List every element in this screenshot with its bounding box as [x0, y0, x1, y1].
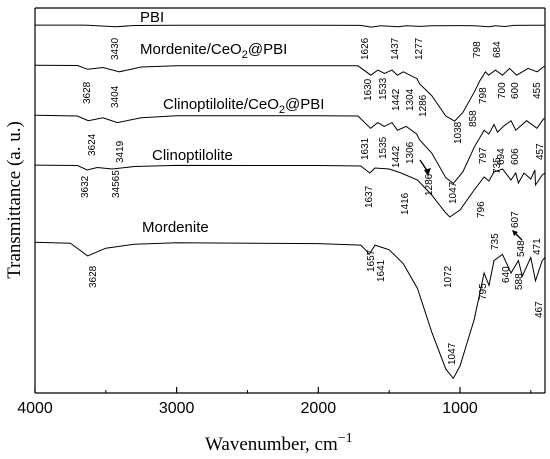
peak-label-600: 600: [510, 82, 521, 99]
peak-label-607: 607: [510, 211, 521, 228]
peak-label-796: 796: [476, 201, 487, 218]
peak-label-1442: 1442: [391, 88, 402, 111]
peak-label-1533: 1533: [378, 77, 389, 100]
peak-label-1304: 1304: [405, 88, 416, 111]
peak-label-3430: 3430: [110, 37, 121, 60]
peak-label-700: 700: [497, 82, 508, 99]
peak-label-1047: 1047: [447, 342, 458, 365]
peak-label-1047: 1047: [448, 181, 459, 204]
peak-label-1641: 1641: [376, 259, 387, 282]
peak-label-588: 588: [514, 273, 525, 290]
series-label-part: Mordenite: [142, 219, 209, 236]
series-labels: PBIMordenite/CeO2@PBIClinoptilolite/CeO2…: [140, 9, 324, 236]
peak-label-3628: 3628: [82, 81, 93, 104]
peak-label-3624: 3624: [87, 133, 98, 156]
peak-label-1657: 1657: [366, 249, 377, 272]
x-tick-label-3000: 3000: [159, 400, 195, 417]
peak-label-457: 457: [535, 143, 546, 160]
peak-label-1637: 1637: [364, 185, 375, 208]
x-tick-label-2000: 2000: [301, 400, 337, 417]
arrow-471-head: [512, 230, 518, 236]
spectrum-1: [34, 64, 545, 122]
spectrum-0: [35, 24, 546, 28]
peak-label-1286: 1286: [424, 173, 435, 196]
spectra: [34, 24, 546, 380]
peak-label-548: 548: [516, 240, 527, 257]
series-label-part: 2: [242, 49, 248, 61]
peak-label-606: 606: [510, 148, 521, 165]
peak-label-1416: 1416: [400, 192, 411, 215]
series-label-4: Mordenite: [142, 219, 209, 236]
x-tick-label-1000: 1000: [442, 400, 478, 417]
spectrum-4: [34, 241, 546, 380]
peak-label-1631: 1631: [360, 137, 371, 160]
x-tick-label-4000: 4000: [17, 400, 53, 417]
spectrum-3: [34, 164, 546, 218]
series-label-1: Mordenite/CeO2@PBI: [140, 41, 287, 61]
peak-label-455: 455: [532, 82, 543, 99]
spectrum-2: [34, 114, 545, 185]
series-label-part: Clinoptilolite: [152, 147, 233, 164]
peak-label-1038: 1038: [453, 121, 464, 144]
x-axis-ticks: 4000 3000 2000 1000: [17, 387, 532, 417]
series-label-part: 2: [279, 104, 285, 116]
peak-label-798: 798: [472, 41, 483, 58]
peak-label-1277: 1277: [414, 37, 425, 60]
peak-label-797: 797: [478, 147, 489, 164]
series-label-part: @PBI: [285, 96, 324, 113]
peak-label-471: 471: [532, 238, 543, 255]
peak-label-3404: 3404: [110, 85, 121, 108]
peak-label-684: 684: [492, 41, 503, 58]
peak-label-1072: 1072: [443, 265, 454, 288]
series-label-part: Clinoptilolite/CeO: [163, 96, 279, 113]
peak-label-1437: 1437: [390, 37, 401, 60]
peak-label-1626: 1626: [360, 37, 371, 60]
series-label-part: PBI: [140, 9, 164, 26]
peak-label-735: 735: [492, 157, 503, 174]
peak-label-735: 735: [490, 233, 501, 250]
peak-label-1442: 1442: [391, 145, 402, 168]
peak-label-1535: 1535: [378, 136, 389, 159]
y-axis-title: Transmittance (a. u.): [4, 121, 25, 279]
series-label-part: Mordenite/CeO: [140, 41, 242, 58]
series-label-0: PBI: [140, 9, 164, 26]
peak-label-1630: 1630: [363, 78, 374, 101]
peak-label-640: 640: [501, 266, 512, 283]
peak-label-858: 858: [468, 110, 479, 127]
peak-label-3419: 3419: [115, 140, 126, 163]
peak-label-1306: 1306: [405, 141, 416, 164]
peak-label-3628: 3628: [88, 265, 99, 288]
series-label-2: Clinoptilolite/CeO2@PBI: [163, 96, 324, 116]
arrow-1286-head: [424, 168, 431, 176]
arrow-471: [514, 232, 523, 241]
peak-label-3632: 3632: [80, 175, 91, 198]
peak-label-798: 798: [478, 87, 489, 104]
peak-label-467: 467: [534, 301, 545, 318]
peak-label-795: 795: [478, 283, 489, 300]
axis-titles: Wavenumber, cm−1 Transmittance (a. u.): [4, 121, 353, 455]
x-axis-title: Wavenumber, cm−1: [205, 431, 353, 455]
peak-label-1286: 1286: [418, 94, 429, 117]
annotations: [419, 159, 523, 241]
series-label-part: @PBI: [248, 41, 287, 58]
peak-label-34565: 34565: [111, 170, 122, 198]
peak-label-694: 694: [496, 148, 507, 165]
series-label-3: Clinoptilolite: [152, 147, 233, 164]
